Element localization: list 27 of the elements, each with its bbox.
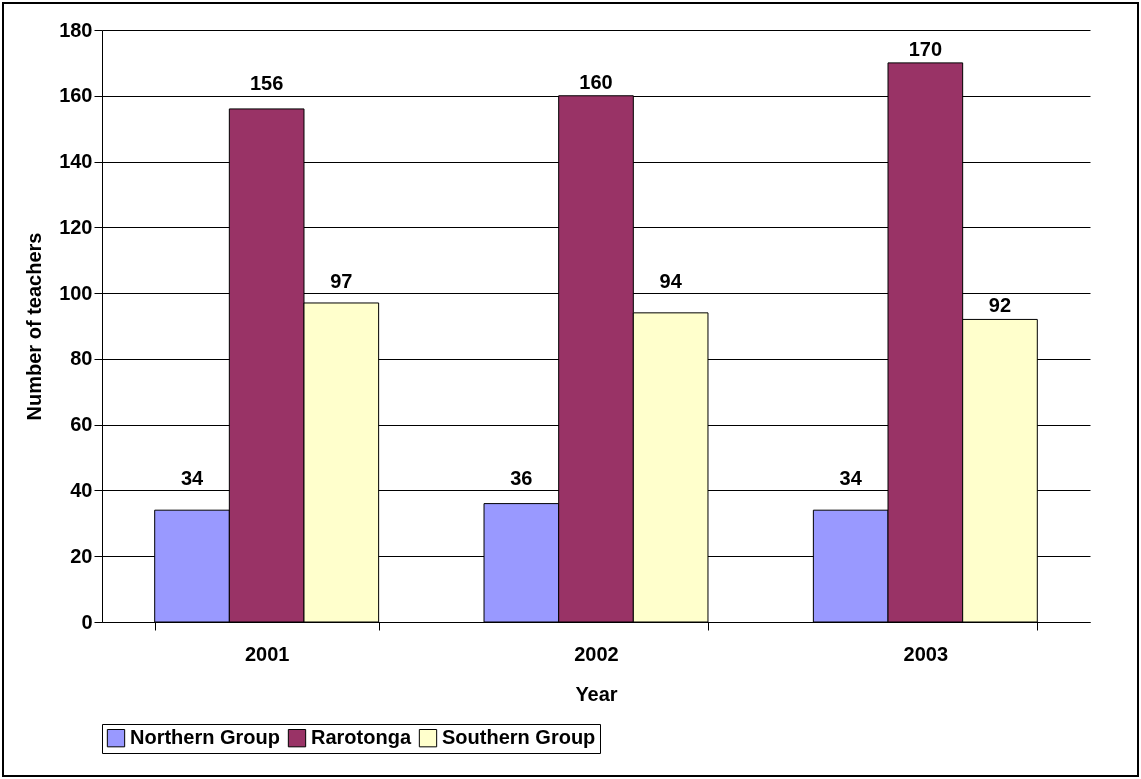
x-tick-label: 2003 bbox=[903, 642, 949, 665]
x-axis-title: Year bbox=[575, 682, 618, 705]
y-axis-title: Number of teachers bbox=[23, 232, 46, 421]
data-label: 156 bbox=[249, 71, 284, 94]
data-label: 160 bbox=[579, 70, 613, 93]
legend-label: Northern Group bbox=[130, 726, 280, 749]
data-label: 170 bbox=[908, 37, 943, 60]
data-label: 97 bbox=[330, 269, 353, 292]
y-tick-label: 100 bbox=[59, 281, 93, 304]
legend-label: Southern Group bbox=[442, 726, 596, 749]
y-tick-label: 60 bbox=[70, 413, 93, 436]
y-tick-label: 160 bbox=[59, 84, 93, 107]
y-tick-label: 0 bbox=[81, 610, 93, 633]
y-tick-label: 20 bbox=[70, 544, 93, 567]
y-tick-label: 40 bbox=[70, 478, 93, 501]
data-label: 36 bbox=[510, 466, 533, 489]
x-tick-label: 2002 bbox=[574, 642, 619, 665]
legend-label: Rarotonga bbox=[311, 726, 412, 749]
y-tick-label: 180 bbox=[59, 18, 93, 41]
x-tick-label: 2001 bbox=[244, 642, 290, 665]
data-label: 34 bbox=[180, 467, 205, 490]
y-tick-label: 120 bbox=[59, 215, 93, 238]
data-label: 92 bbox=[988, 294, 1012, 317]
data-label: 34 bbox=[839, 467, 863, 490]
y-tick-label: 80 bbox=[70, 347, 93, 370]
data-label: 94 bbox=[659, 269, 683, 292]
y-tick-label: 140 bbox=[59, 150, 93, 173]
